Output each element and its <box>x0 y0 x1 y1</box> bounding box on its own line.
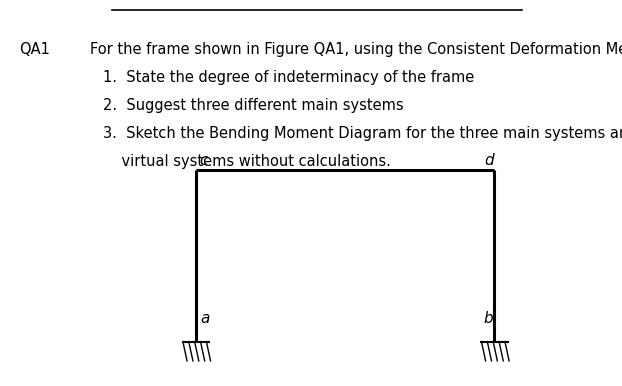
Text: 1.  State the degree of indeterminacy of the frame: 1. State the degree of indeterminacy of … <box>103 70 474 85</box>
Text: a: a <box>200 311 210 326</box>
Text: b: b <box>484 311 493 326</box>
Text: virtual systems without calculations.: virtual systems without calculations. <box>103 154 391 169</box>
Text: 2.  Suggest three different main systems: 2. Suggest three different main systems <box>103 98 403 113</box>
Text: d: d <box>484 153 493 168</box>
Text: QA1: QA1 <box>19 42 50 58</box>
Text: c: c <box>199 153 207 168</box>
Text: 3.  Sketch the Bending Moment Diagram for the three main systems and the: 3. Sketch the Bending Moment Diagram for… <box>103 126 622 141</box>
Text: For the frame shown in Figure QA1, using the Consistent Deformation Method:: For the frame shown in Figure QA1, using… <box>90 42 622 58</box>
